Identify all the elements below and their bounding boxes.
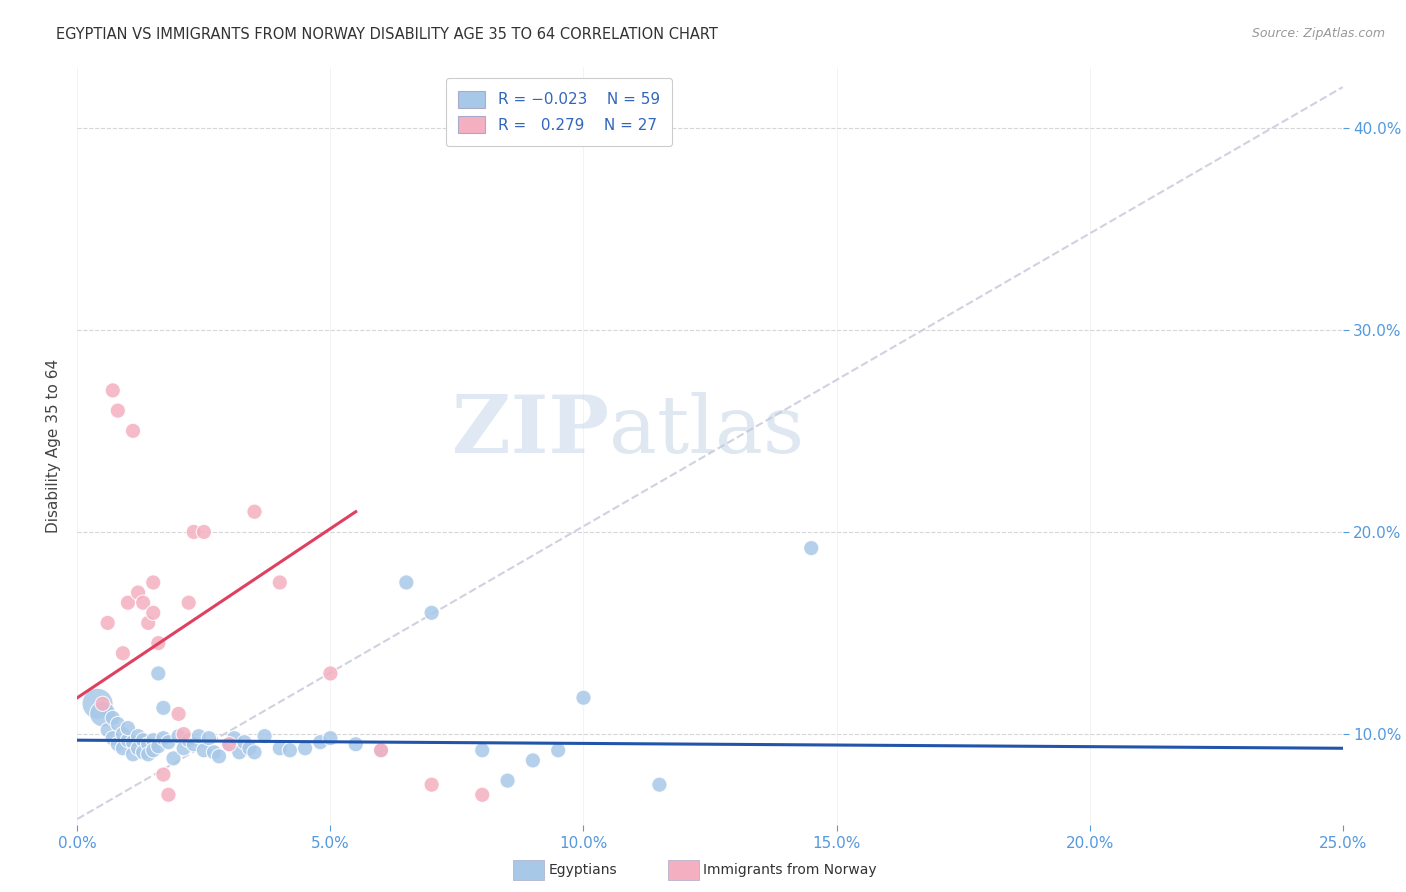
Point [233,735,256,749]
Point [136,615,159,630]
Point [344,737,367,751]
Point [218,737,240,751]
Point [183,737,205,751]
Point [522,753,544,767]
Point [224,731,246,746]
Point [142,575,165,590]
Point [648,778,671,792]
Point [208,749,231,764]
Point [218,737,240,751]
Point [193,524,215,539]
Point [420,606,443,620]
Y-axis label: Disability Age 35 to 64: Disability Age 35 to 64 [45,359,60,533]
Point [167,729,190,743]
Point [177,596,200,610]
Point [177,733,200,747]
Point [278,743,301,757]
Point [238,741,260,756]
Point [420,778,443,792]
Point [243,745,266,759]
Point [183,524,205,539]
Point [127,729,149,743]
Point [309,735,332,749]
Text: Egyptians: Egyptians [548,863,617,877]
Point [167,706,190,721]
Point [136,737,159,751]
Point [142,743,165,757]
Point [97,723,120,737]
Point [148,636,170,650]
Point [132,745,155,759]
Point [152,767,174,781]
Legend: R = −0.023    N = 59, R =   0.279    N = 27: R = −0.023 N = 59, R = 0.279 N = 27 [446,78,672,145]
Point [117,721,139,735]
Point [395,575,418,590]
Point [173,741,195,756]
Point [127,585,149,599]
Point [370,743,392,757]
Point [132,733,155,747]
Text: Immigrants from Norway: Immigrants from Norway [703,863,876,877]
Point [148,739,170,754]
Point [122,424,145,438]
Point [157,735,180,749]
Point [107,403,129,417]
Point [122,747,145,762]
Point [471,788,494,802]
Point [243,505,266,519]
Point [142,606,165,620]
Point [111,727,134,741]
Point [319,731,342,746]
Point [122,735,145,749]
Point [198,731,221,746]
Point [202,745,225,759]
Point [370,743,392,757]
Point [107,737,129,751]
Point [269,575,291,590]
Point [111,646,134,660]
Point [152,731,174,746]
Point [173,727,195,741]
Point [91,706,114,721]
Point [572,690,595,705]
Point [111,741,134,756]
Text: EGYPTIAN VS IMMIGRANTS FROM NORWAY DISABILITY AGE 35 TO 64 CORRELATION CHART: EGYPTIAN VS IMMIGRANTS FROM NORWAY DISAB… [56,27,718,42]
Point [319,666,342,681]
Point [117,733,139,747]
Point [101,731,124,746]
Point [152,701,174,715]
Point [253,729,276,743]
Point [162,751,184,765]
Point [800,541,823,555]
Point [193,743,215,757]
Point [547,743,569,757]
Point [157,788,180,802]
Point [187,729,209,743]
Point [97,615,120,630]
Point [107,717,129,731]
Point [471,743,494,757]
Point [132,596,155,610]
Text: ZIP: ZIP [451,392,609,470]
Point [101,384,124,398]
Point [228,745,250,759]
Point [148,666,170,681]
Text: atlas: atlas [609,392,804,470]
Point [127,741,149,756]
Point [86,697,108,711]
Point [142,733,165,747]
Point [269,741,291,756]
Point [91,697,114,711]
Point [117,596,139,610]
Point [136,747,159,762]
Point [294,741,316,756]
Text: Source: ZipAtlas.com: Source: ZipAtlas.com [1251,27,1385,40]
Point [101,711,124,725]
Point [496,773,519,788]
